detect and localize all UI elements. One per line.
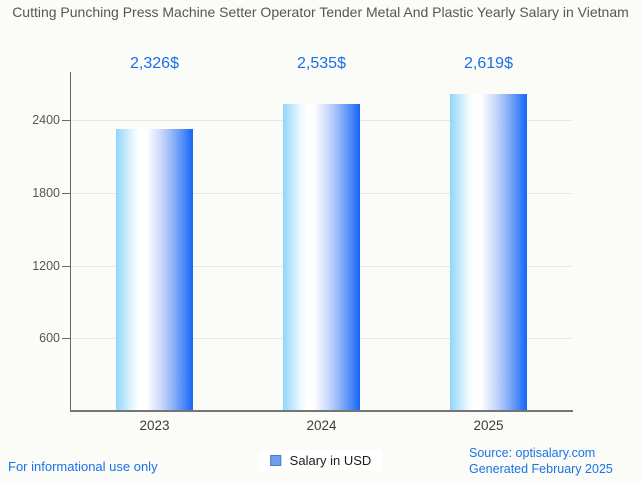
bar-2023[interactable] bbox=[116, 129, 193, 411]
x-tick-label-2025: 2025 bbox=[473, 418, 504, 433]
disclaimer-text: For informational use only bbox=[8, 459, 158, 474]
x-axis-line bbox=[70, 410, 573, 412]
source-link[interactable]: Source: optisalary.com bbox=[469, 446, 596, 460]
chart-title: Cutting Punching Press Machine Setter Op… bbox=[12, 4, 629, 20]
y-tick-mark bbox=[62, 338, 71, 339]
bar-2025[interactable] bbox=[450, 93, 527, 411]
y-tick-mark bbox=[62, 266, 71, 267]
y-axis-line bbox=[70, 72, 71, 411]
value-label-2025: 2,619$ bbox=[464, 55, 513, 72]
value-label-2024: 2,535$ bbox=[297, 55, 346, 72]
y-tick-mark bbox=[62, 193, 71, 194]
bar-2024[interactable] bbox=[283, 104, 360, 411]
legend[interactable]: Salary in USD bbox=[258, 450, 383, 471]
legend-label: Salary in USD bbox=[289, 453, 372, 468]
source-block: Source: optisalary.com Generated Februar… bbox=[469, 445, 613, 477]
y-tick-label: 1200 bbox=[32, 259, 60, 273]
x-tick-label-2024: 2024 bbox=[306, 418, 337, 433]
x-tick-label-2023: 2023 bbox=[139, 418, 170, 433]
y-tick-mark bbox=[62, 120, 71, 121]
y-tick-label: 1800 bbox=[32, 186, 60, 200]
y-tick-label: 600 bbox=[39, 331, 60, 345]
y-tick-label: 2400 bbox=[32, 113, 60, 127]
legend-marker-icon bbox=[269, 455, 281, 466]
value-label-2023: 2,326$ bbox=[130, 55, 179, 72]
generated-text: Generated February 2025 bbox=[469, 462, 613, 476]
